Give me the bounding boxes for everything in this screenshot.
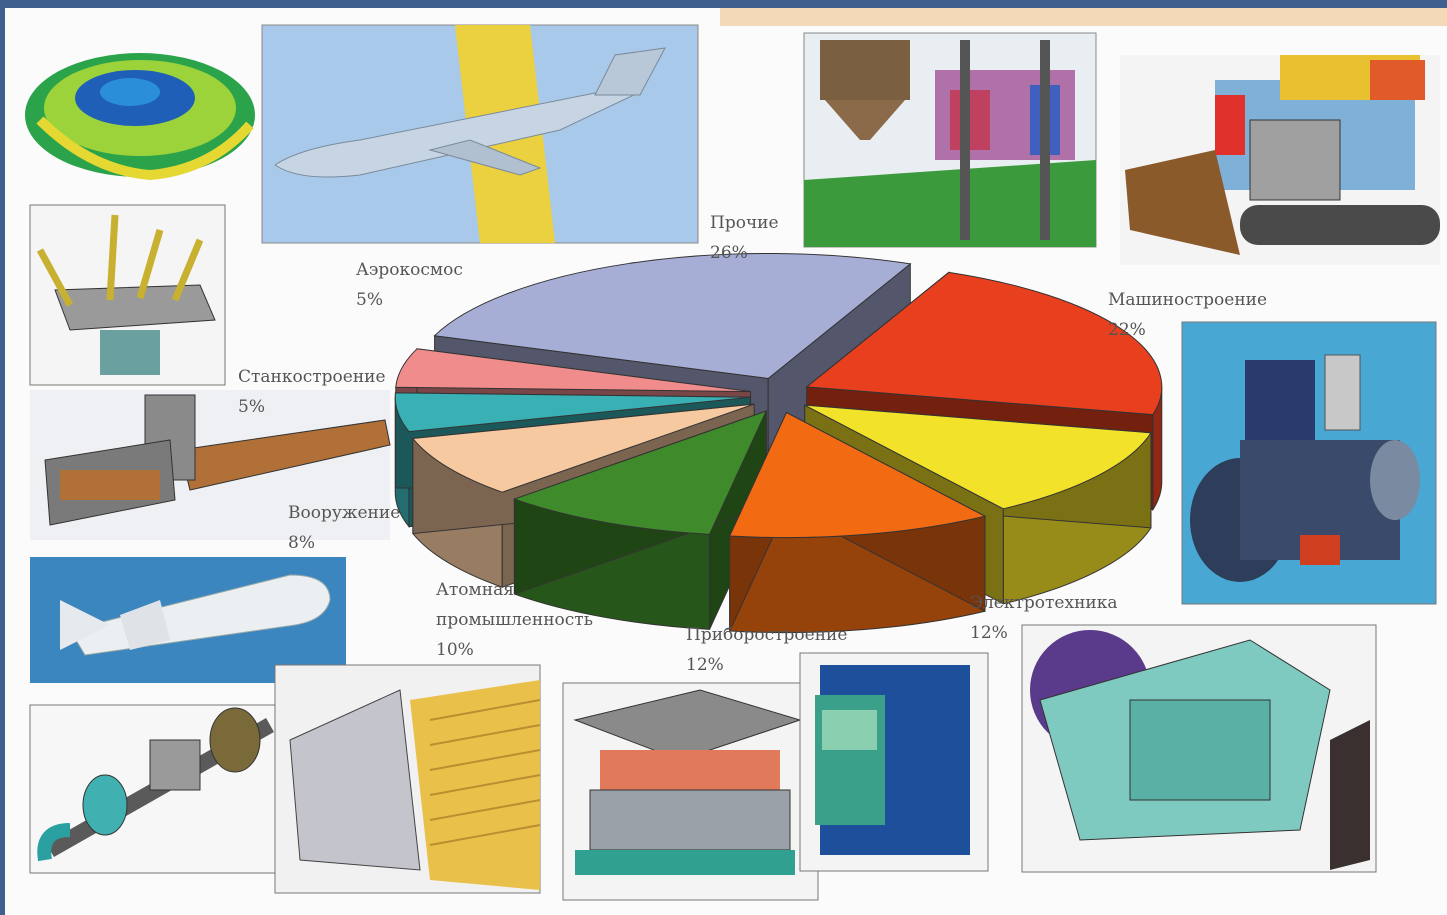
missile-illustration	[30, 557, 346, 683]
fixture-illustration	[29, 204, 226, 386]
pie-slice-4	[512, 410, 768, 630]
pie-slice-top-3	[728, 411, 987, 539]
label-vooruzhenie-name: Вооружение	[288, 503, 400, 523]
pie-slice-top-0	[433, 252, 912, 379]
label-mashinostroenie-percent: 22%	[1108, 320, 1146, 340]
label-mashinostroenie: Машиностроение 22%	[1108, 290, 1267, 340]
label-prochie: Прочие 26%	[710, 213, 779, 263]
label-vooruzhenie: Вооружение 8%	[288, 503, 400, 553]
label-vooruzhenie-percent: 8%	[288, 533, 315, 553]
pie-slice-top-4	[512, 410, 768, 535]
aircraft-illustration	[261, 24, 699, 244]
label-elektrotekhnika-name: Электротехника	[970, 593, 1118, 613]
pie-slice-3	[728, 411, 987, 634]
pie-slice-top-7	[395, 348, 751, 393]
pie-slice-top-2	[804, 404, 1152, 510]
label-atomnaya-percent: 10%	[436, 640, 474, 660]
pie-slice-top-5	[411, 403, 755, 493]
mold-illustration	[562, 682, 819, 901]
label-aerokosmos: Аэрокосмос 5%	[356, 260, 463, 310]
pie-slice-top-6	[394, 392, 751, 433]
plant-illustration	[803, 32, 1097, 248]
electric-motor-illustration	[1021, 624, 1377, 873]
label-priborostroenie-name: Приборостроение	[686, 625, 847, 645]
label-prochie-name: Прочие	[710, 213, 779, 233]
label-stankostroenie-name: Станкостроение	[238, 367, 386, 387]
label-mashinostroenie-name: Машиностроение	[1108, 290, 1267, 310]
label-elektrotekhnika-percent: 12%	[970, 623, 1008, 643]
label-atomnaya-name-line1: Атомная	[436, 580, 514, 600]
label-priborostroenie-percent: 12%	[686, 655, 724, 675]
label-aerokosmos-name: Аэрокосмос	[356, 260, 463, 280]
label-atomnaya-name-line2: промышленность	[436, 610, 593, 630]
turbine-illustration	[25, 53, 255, 181]
tracked-machine-illustration	[1120, 55, 1440, 265]
label-stankostroenie: Станкостроение 5%	[238, 367, 386, 417]
label-aerokosmos-percent: 5%	[356, 290, 383, 310]
top-accent-bar	[720, 8, 1447, 26]
label-prochie-percent: 26%	[710, 243, 748, 263]
pie-chart	[394, 252, 1163, 634]
conveyor-machine-illustration	[30, 390, 391, 540]
pie-slice-top-1	[805, 271, 1163, 416]
reactor-module-illustration	[274, 664, 541, 894]
engine-illustration	[1181, 321, 1437, 605]
pipe-assembly-illustration	[29, 704, 286, 874]
label-atomnaya: Атомная промышленность 10%	[436, 580, 593, 660]
label-priborostroenie: Приборостроение 12%	[686, 625, 847, 675]
label-stankostroenie-percent: 5%	[238, 397, 265, 417]
label-elektrotekhnika: Электротехника 12%	[970, 593, 1118, 643]
electrical-box-illustration	[799, 652, 989, 872]
